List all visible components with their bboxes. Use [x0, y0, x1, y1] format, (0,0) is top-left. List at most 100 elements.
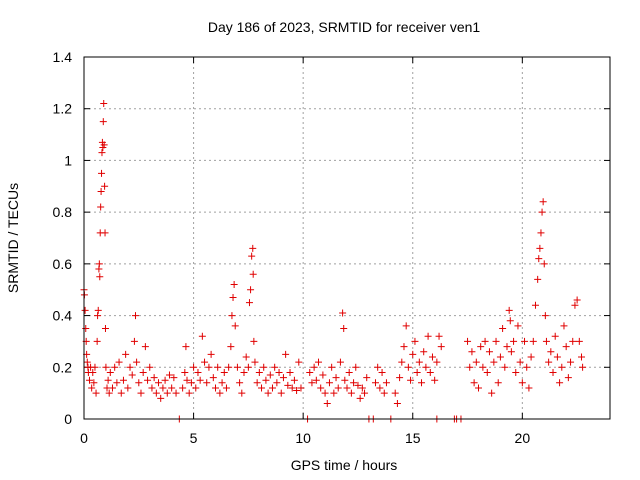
data-point — [426, 368, 434, 376]
data-point — [273, 379, 281, 387]
data-point — [499, 325, 507, 332]
data-point — [488, 389, 496, 397]
data-point — [293, 387, 301, 395]
data-point — [203, 379, 211, 387]
y-tick-label: 1.2 — [53, 101, 73, 117]
data-point — [88, 384, 96, 392]
data-point — [126, 363, 134, 371]
data-point — [209, 374, 217, 382]
data-point — [371, 379, 379, 387]
data-point — [268, 384, 276, 392]
data-point — [255, 368, 263, 376]
y-tick-label: 0.2 — [53, 359, 73, 375]
data-point — [539, 198, 547, 206]
data-point — [161, 376, 169, 384]
data-point — [523, 363, 531, 371]
data-point — [569, 337, 577, 345]
data-point — [244, 363, 252, 371]
y-tick-label: 0.6 — [53, 256, 73, 272]
data-point — [506, 317, 514, 325]
data-point — [288, 384, 296, 392]
data-point — [249, 244, 257, 252]
data-point — [182, 343, 190, 351]
data-point — [251, 358, 259, 366]
data-point — [284, 381, 292, 389]
data-point — [94, 312, 102, 320]
data-point — [133, 358, 141, 366]
data-point — [192, 384, 200, 392]
data-point — [98, 169, 106, 177]
y-tick-label: 0.4 — [53, 308, 73, 324]
y-tick-label: 0 — [64, 411, 72, 427]
data-point — [340, 325, 348, 332]
data-point — [485, 348, 493, 356]
data-point — [378, 368, 386, 376]
data-point — [407, 376, 415, 384]
data-point — [262, 376, 270, 384]
data-point — [105, 389, 113, 397]
data-point — [275, 368, 283, 376]
plot-frame — [83, 56, 611, 420]
data-point — [521, 337, 529, 345]
data-point — [308, 379, 316, 387]
data-point — [179, 384, 187, 392]
data-series-srmtid — [80, 100, 587, 423]
data-point — [228, 312, 236, 320]
data-point — [82, 325, 90, 332]
data-point — [187, 379, 195, 387]
data-point — [382, 379, 390, 387]
chart-title: Day 186 of 2023, SRMTID for receiver ven… — [208, 19, 481, 35]
data-point — [108, 384, 116, 392]
data-point — [431, 376, 439, 384]
data-point — [119, 376, 127, 384]
data-point — [233, 363, 241, 371]
data-point — [216, 389, 224, 397]
data-point — [564, 374, 572, 382]
data-point — [229, 293, 237, 301]
data-point — [567, 358, 575, 366]
data-point — [380, 389, 388, 397]
data-point — [198, 332, 206, 340]
data-point — [354, 381, 362, 389]
data-point — [343, 384, 351, 392]
data-point — [286, 368, 294, 376]
data-point — [492, 337, 500, 345]
data-point — [310, 363, 318, 371]
data-point — [472, 358, 480, 366]
data-point — [218, 379, 226, 387]
data-point — [128, 371, 136, 379]
data-point — [323, 399, 331, 407]
data-point — [90, 379, 98, 387]
data-point — [547, 348, 555, 356]
data-point — [490, 358, 498, 366]
data-point — [328, 363, 336, 371]
data-point — [361, 389, 369, 397]
data-point — [266, 371, 274, 379]
data-point — [398, 358, 406, 366]
data-point — [531, 301, 539, 309]
data-point — [549, 368, 557, 376]
grid — [84, 57, 610, 419]
data-point — [240, 368, 248, 376]
data-point — [312, 376, 320, 384]
data-point — [101, 325, 109, 332]
data-point — [150, 374, 158, 382]
axis-ticks: 0 0.2 0.4 0.6 0.8 1 1.2 1.4 0 5 10 15 20 — [53, 49, 610, 446]
data-point — [551, 332, 559, 340]
data-point — [258, 384, 266, 392]
data-point — [510, 337, 518, 345]
data-point — [428, 353, 436, 361]
data-point — [494, 379, 502, 387]
y-axis-label: SRMTID / TECUs — [5, 183, 21, 293]
x-axis-label: GPS time / hours — [291, 457, 398, 473]
data-point — [248, 252, 256, 260]
data-point — [466, 363, 474, 371]
data-point — [518, 379, 526, 387]
data-point — [556, 379, 564, 387]
data-point — [172, 389, 180, 397]
data-point — [157, 394, 165, 402]
data-point — [236, 379, 244, 387]
y-tick-label: 0.8 — [53, 204, 73, 220]
data-point — [339, 309, 347, 317]
data-point — [411, 337, 419, 345]
